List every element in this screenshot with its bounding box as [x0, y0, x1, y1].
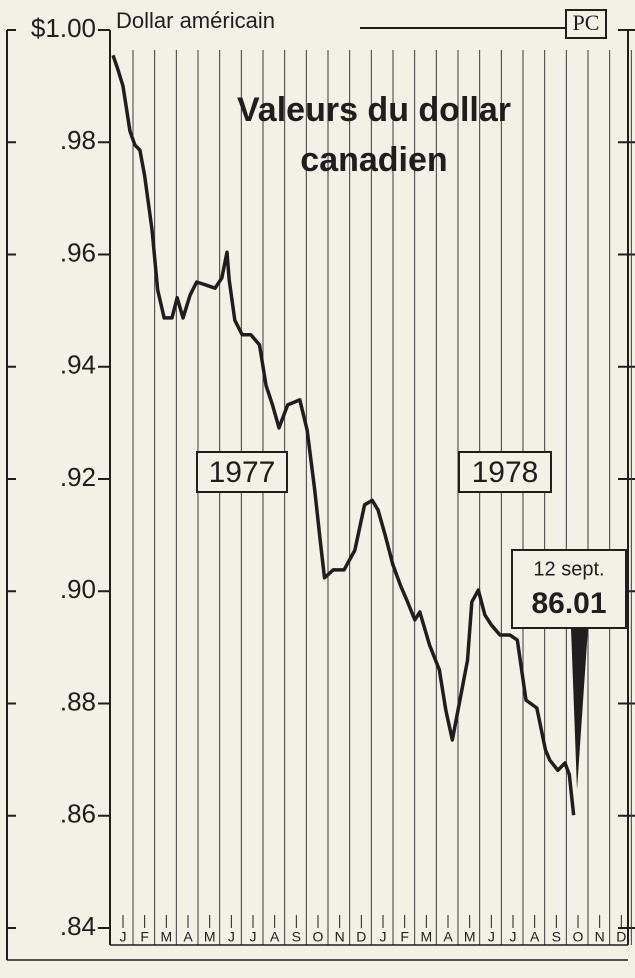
- x-tick-label: A: [443, 929, 453, 945]
- y-tick-label: .94: [60, 350, 96, 380]
- x-tick-label: N: [595, 929, 605, 945]
- logo-box: [565, 9, 607, 39]
- pointer: [571, 628, 588, 790]
- x-tick-label: A: [270, 929, 280, 945]
- x-tick-label: J: [488, 929, 495, 945]
- year-box: [458, 451, 552, 493]
- x-tick-label: M: [204, 929, 216, 945]
- x-tick-label: F: [400, 929, 409, 945]
- callout-date: 12 sept.: [533, 558, 604, 580]
- y-axis-label: Dollar américain: [116, 8, 275, 33]
- x-tick-label: A: [183, 929, 193, 945]
- x-tick-label: O: [573, 929, 584, 945]
- x-tick-label: J: [510, 929, 517, 945]
- x-tick-label: J: [380, 929, 387, 945]
- callout-box: [511, 549, 627, 629]
- x-tick-label: M: [160, 929, 172, 945]
- x-tick-label: S: [292, 929, 301, 945]
- y-tick-label: $1.00: [31, 13, 96, 43]
- x-tick-label: D: [356, 929, 366, 945]
- x-tick-label: S: [552, 929, 561, 945]
- x-tick-label: O: [313, 929, 324, 945]
- logo: PC: [573, 10, 600, 35]
- y-tick-label: .86: [60, 799, 96, 829]
- x-tick-label: F: [140, 929, 149, 945]
- y-tick-label: .92: [60, 462, 96, 492]
- plot-layer: [7, 29, 635, 945]
- x-tick-label: M: [420, 929, 432, 945]
- chart-title: canadien: [300, 141, 447, 179]
- y-tick-label: .90: [60, 574, 96, 604]
- y-tick-label: .98: [60, 125, 96, 155]
- x-tick-label: J: [250, 929, 257, 945]
- line-series: [111, 54, 576, 816]
- y-tick-label: .96: [60, 237, 96, 267]
- x-tick-label: J: [228, 929, 235, 945]
- x-tick-label: N: [335, 929, 345, 945]
- year-label: 1978: [472, 456, 539, 489]
- callout-value: 86.01: [531, 587, 606, 620]
- y-tick-label: .88: [60, 686, 96, 716]
- y-tick-label: .84: [60, 911, 96, 941]
- chart-title: Valeurs du dollar: [237, 91, 511, 129]
- x-tick-label: A: [530, 929, 540, 945]
- x-tick-label: M: [464, 929, 476, 945]
- year-box: [196, 451, 288, 493]
- x-tick-label: D: [616, 929, 626, 945]
- year-label: 1977: [209, 456, 276, 489]
- x-tick-label: J: [120, 929, 127, 945]
